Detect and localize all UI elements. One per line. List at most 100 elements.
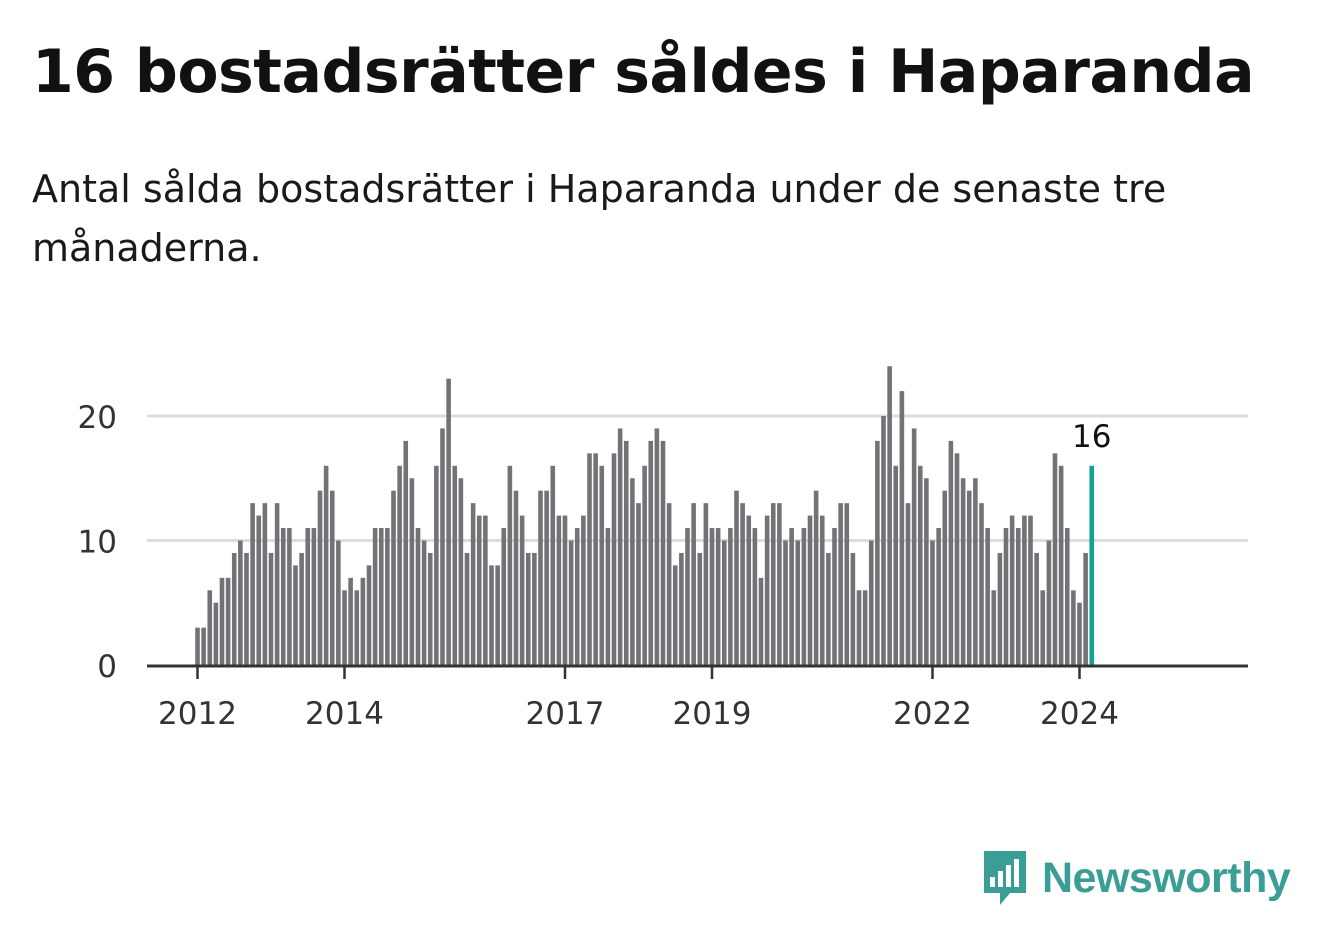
bar: [593, 453, 598, 665]
bar: [434, 465, 439, 665]
bar: [391, 490, 396, 665]
bar: [979, 503, 984, 665]
bar: [501, 528, 507, 665]
bar: [587, 453, 592, 665]
bar: [679, 552, 684, 665]
bar: [495, 565, 500, 665]
bar: [905, 503, 911, 665]
bar: [917, 465, 923, 665]
bar: [440, 428, 445, 665]
bar: [274, 503, 280, 665]
bar: [287, 528, 292, 665]
bar: [1058, 465, 1064, 665]
bar: [268, 552, 274, 665]
bar: [403, 440, 409, 665]
bar: [1003, 528, 1009, 665]
bar: [648, 440, 654, 665]
bar: [868, 540, 874, 665]
bar-highlight: [1089, 465, 1095, 665]
bar: [783, 540, 788, 665]
bar: [709, 528, 715, 665]
newsworthy-logo: Newsworthy: [980, 846, 1291, 910]
bar: [360, 577, 366, 665]
bar: [819, 515, 825, 665]
bar: [685, 528, 690, 665]
bar: [489, 565, 494, 665]
y-tick-label: 20: [78, 400, 117, 436]
bar: [556, 515, 562, 665]
bar: [954, 453, 960, 665]
bar: [427, 552, 433, 665]
bar: [881, 416, 886, 665]
bar: [244, 552, 249, 665]
bar: [470, 503, 476, 665]
bar: [691, 503, 696, 665]
bar: [293, 565, 298, 665]
bar: [911, 428, 917, 665]
bar: [1009, 515, 1015, 665]
x-tick-label: 2022: [893, 696, 972, 732]
bar: [1052, 453, 1058, 665]
bar: [740, 503, 745, 665]
bar: [966, 490, 972, 665]
bar: [813, 490, 819, 665]
bar: [630, 478, 635, 665]
bar: [323, 465, 329, 665]
bar: [568, 540, 574, 665]
bar: [421, 540, 427, 665]
bar: [623, 440, 629, 665]
x-tick-label: 2014: [305, 696, 384, 732]
bar: [936, 528, 941, 665]
bar: [807, 515, 813, 665]
bar: [415, 528, 421, 665]
bar: [195, 627, 200, 665]
bar: [317, 490, 323, 665]
bar: [311, 528, 317, 665]
bar: [581, 515, 586, 665]
bar: [329, 490, 335, 665]
bar: [532, 552, 537, 665]
bar: [342, 590, 347, 665]
bar: [238, 540, 243, 665]
bar: [366, 565, 372, 665]
bar: [605, 528, 611, 665]
bar: [777, 503, 782, 665]
bar: [924, 478, 929, 665]
bar: [336, 540, 341, 665]
bar: [452, 465, 458, 665]
bar: [1028, 515, 1033, 665]
bars: [195, 366, 1095, 665]
bar: [844, 503, 850, 665]
bar: [703, 503, 709, 665]
bar: [1071, 590, 1076, 665]
bar: [930, 540, 935, 665]
bar: [250, 503, 255, 665]
bar: [764, 515, 770, 665]
bar: [574, 528, 580, 665]
bar: [599, 465, 605, 665]
bar: [734, 490, 739, 665]
bar: [544, 490, 549, 665]
bar: [838, 503, 843, 665]
bar: [942, 490, 948, 665]
y-tick-label: 0: [97, 649, 117, 685]
bar: [305, 528, 311, 665]
bar: [715, 528, 721, 665]
bar: [801, 528, 807, 665]
bar: [728, 528, 733, 665]
bar: [973, 478, 978, 665]
bar: [446, 378, 451, 665]
bar: [1064, 528, 1070, 665]
x-tick-label: 2019: [673, 696, 752, 732]
bar: [1040, 590, 1046, 665]
bar: [850, 552, 856, 665]
bar: [697, 552, 703, 665]
bar: [458, 478, 464, 665]
bar: [538, 490, 543, 665]
bar: [875, 440, 880, 665]
x-tick-label: 2024: [1040, 696, 1119, 732]
newsworthy-logo-icon: [984, 851, 1026, 905]
bar: [299, 552, 304, 665]
bar: [948, 440, 954, 665]
bar: [795, 540, 801, 665]
